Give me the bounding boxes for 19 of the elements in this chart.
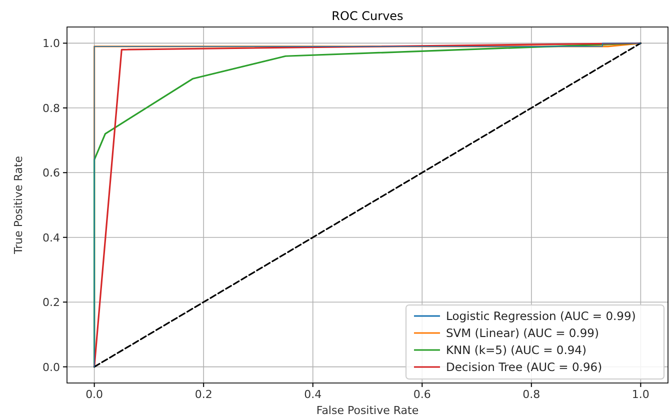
x-tick-label: 0.8 — [522, 388, 540, 401]
x-tick-label: 0.4 — [304, 388, 322, 401]
legend-label: KNN (k=5) (AUC = 0.94) — [446, 343, 586, 357]
x-tick-label: 0.2 — [194, 388, 212, 401]
y-axis-title: True Positive Rate — [12, 156, 25, 255]
y-tick-label: 0.4 — [42, 231, 60, 244]
y-tick-label: 0.0 — [42, 360, 60, 374]
legend-label: Decision Tree (AUC = 0.96) — [446, 360, 602, 374]
x-axis-title: False Positive Rate — [316, 404, 419, 417]
legend-label: SVM (Linear) (AUC = 0.99) — [446, 326, 599, 340]
x-tick-label: 1.0 — [632, 388, 650, 401]
y-tick-label: 0.2 — [42, 296, 60, 310]
y-tick-label: 0.6 — [42, 166, 60, 180]
y-tick-label: 1.0 — [42, 37, 60, 50]
chart-title: ROC Curves — [332, 9, 404, 23]
legend-label: Logistic Regression (AUC = 0.99) — [446, 309, 636, 323]
x-tick-label: 0.0 — [86, 388, 104, 401]
x-tick-label: 0.6 — [413, 388, 431, 401]
y-tick-label: 0.8 — [42, 102, 60, 115]
